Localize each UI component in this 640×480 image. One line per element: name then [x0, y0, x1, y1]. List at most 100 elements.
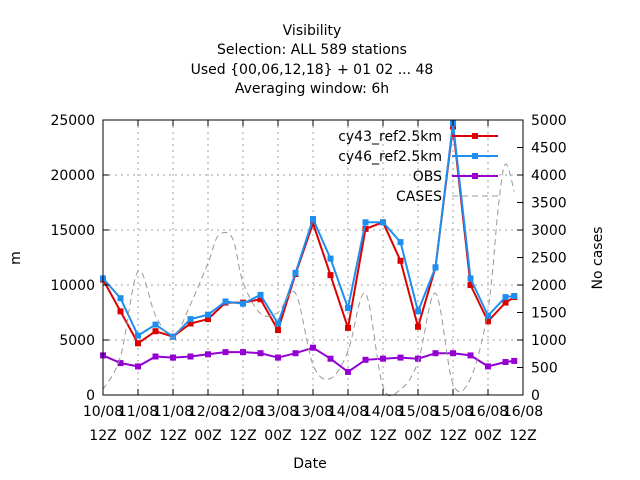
data-point-cy43-ref2-5km [502, 299, 509, 306]
data-point-cy46-ref2-5km [502, 294, 509, 301]
x-tick-date: 15/08 [398, 404, 438, 420]
data-point-obs [502, 359, 509, 365]
data-point-obs [485, 363, 491, 370]
data-point-cy46-ref2-5km [327, 255, 334, 262]
data-point-cy43-ref2-5km [415, 323, 421, 330]
data-point-obs [222, 349, 229, 356]
data-point-cy46-ref2-5km [257, 291, 264, 298]
y-tick-label: 5000 [59, 333, 95, 349]
data-point-obs [257, 350, 264, 357]
data-point-cy46-ref2-5km [362, 219, 369, 226]
data-point-cy43-ref2-5km [310, 220, 316, 227]
x-axis-label: Date [293, 456, 326, 472]
legend-label-obs: OBS [413, 169, 442, 185]
data-point-obs [511, 357, 518, 364]
data-point-obs [362, 356, 369, 363]
x-tick-hour: 00Z [124, 428, 151, 444]
y2-tick-label: 2500 [531, 251, 567, 267]
x-tick-date: 13/08 [293, 404, 333, 420]
x-tick-date: 14/08 [363, 404, 403, 420]
x-tick-hour: 00Z [264, 428, 291, 444]
data-point-cy43-ref2-5km [362, 225, 369, 232]
data-point-obs [450, 350, 456, 357]
data-point-cy43-ref2-5km [275, 327, 281, 334]
data-point-cy43-ref2-5km [257, 296, 264, 303]
y2-tick-label: 1000 [531, 333, 567, 349]
data-point-cy43-ref2-5km [345, 324, 351, 331]
legend-label-cy43-ref2-5km: cy43_ref2.5km [338, 129, 442, 145]
data-point-obs [292, 350, 299, 357]
data-point-cy46-ref2-5km [485, 312, 491, 319]
data-point-cy43-ref2-5km [187, 320, 194, 327]
series-line-cases [102, 163, 515, 397]
data-point-obs [152, 353, 159, 360]
y-tick-label: 25000 [50, 113, 95, 129]
data-point-obs [135, 363, 141, 370]
data-point-obs [170, 354, 176, 361]
y-tick-label: 10000 [50, 278, 95, 294]
data-point-cy46-ref2-5km [432, 264, 439, 271]
data-point-cy46-ref2-5km [275, 320, 281, 327]
y2-axis-label: No cases [590, 227, 606, 290]
data-point-cy46-ref2-5km [467, 275, 474, 282]
x-tick-date: 15/08 [433, 404, 473, 420]
data-point-cy46-ref2-5km [135, 332, 141, 339]
y-tick-label: 15000 [50, 223, 95, 239]
data-point-cy43-ref2-5km [485, 318, 491, 325]
data-point-obs [397, 354, 404, 361]
x-tick-date: 12/08 [188, 404, 228, 420]
y-tick-label: 20000 [50, 168, 95, 184]
y2-tick-label: 0 [531, 388, 540, 404]
x-tick-hour: 12Z [509, 428, 536, 444]
chart-title: Visibility Selection: ALL 589 stations U… [191, 23, 434, 97]
x-tick-hour: 00Z [404, 428, 431, 444]
x-tick-hour: 12Z [369, 428, 396, 444]
data-point-cy43-ref2-5km [467, 282, 474, 288]
y2-tick-label: 1500 [531, 306, 567, 322]
data-point-cy43-ref2-5km [327, 272, 334, 279]
data-point-cy46-ref2-5km [415, 308, 421, 315]
y2-tick-label: 3000 [531, 223, 567, 239]
x-tick-date: 12/08 [223, 404, 263, 420]
data-point-obs [467, 352, 474, 359]
data-point-obs [432, 350, 439, 357]
data-point-cy46-ref2-5km [292, 269, 299, 276]
x-tick-hour: 12Z [159, 428, 186, 444]
data-point-obs [205, 351, 211, 358]
y2-tick-label: 5000 [531, 113, 567, 129]
y2-tick-label: 4500 [531, 141, 567, 157]
x-tick-hour: 00Z [334, 428, 361, 444]
data-point-cy46-ref2-5km [345, 305, 351, 312]
title-line-2: Selection: ALL 589 stations [217, 42, 407, 58]
x-tick-hour: 00Z [474, 428, 501, 444]
x-tick-date: 16/08 [468, 404, 508, 420]
data-point-cy46-ref2-5km [397, 239, 404, 246]
data-point-obs [345, 368, 351, 375]
data-point-cy46-ref2-5km [117, 295, 124, 302]
data-point-obs [327, 355, 334, 362]
data-point-cy46-ref2-5km [222, 298, 229, 305]
series-cy46-ref2-5km [100, 120, 518, 340]
data-point-obs [415, 355, 421, 362]
x-tick-hour: 12Z [439, 428, 466, 444]
y2-tick-label: 3500 [531, 196, 567, 212]
x-tick-hour: 12Z [229, 428, 256, 444]
data-point-cy46-ref2-5km [310, 216, 316, 222]
series-obs [100, 344, 518, 375]
data-point-obs [187, 353, 194, 360]
x-tick-date: 10/08 [83, 404, 123, 420]
data-point-cy46-ref2-5km [380, 219, 386, 226]
data-point-cy46-ref2-5km [205, 311, 211, 318]
series-cases [102, 163, 515, 397]
x-tick-date: 13/08 [258, 404, 298, 420]
x-tick-date: 11/08 [118, 404, 158, 420]
title-line-3: Used {00,06,12,18} + 01 02 ... 48 [191, 62, 434, 78]
x-tick-hour: 12Z [89, 428, 116, 444]
x-tick-hour: 12Z [299, 428, 326, 444]
x-tick-hour: 00Z [194, 428, 221, 444]
data-point-obs [240, 349, 246, 356]
y2-tick-label: 2000 [531, 278, 567, 294]
y-tick-label: 0 [86, 388, 95, 404]
title-line-1: Visibility [283, 23, 342, 39]
